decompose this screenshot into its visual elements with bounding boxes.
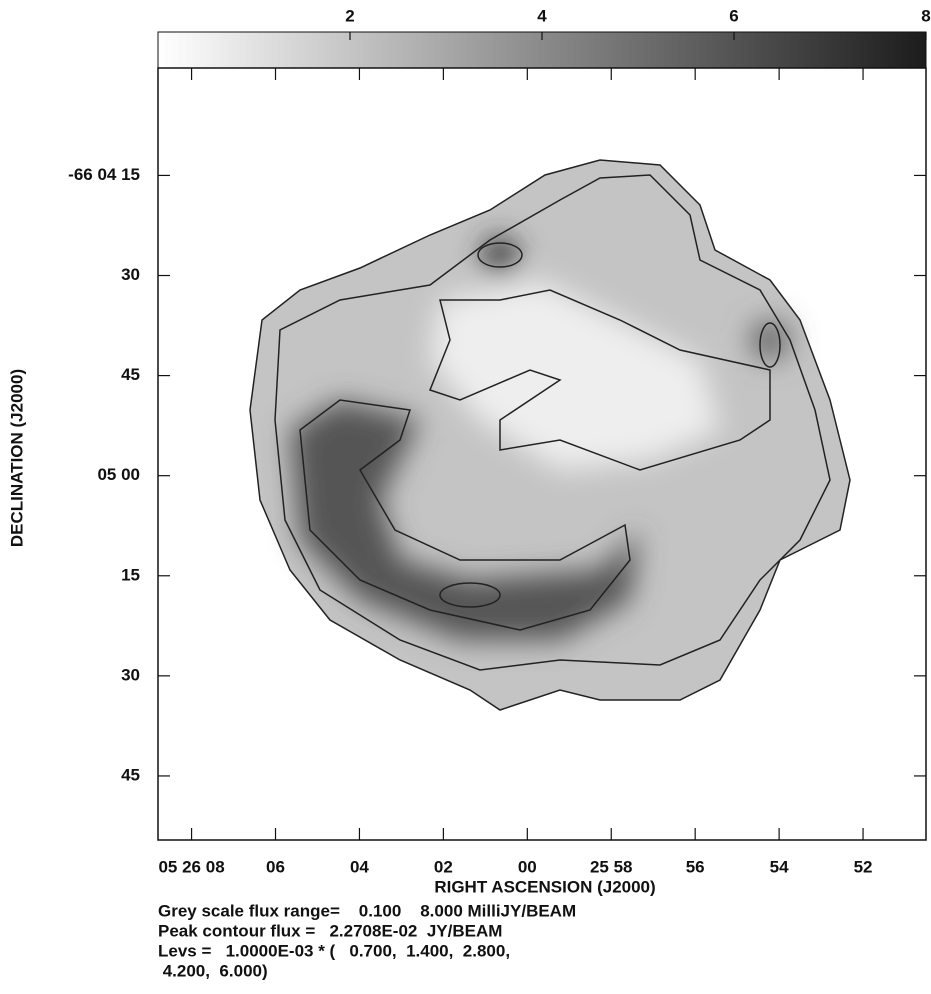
y-tick-label: 45 bbox=[121, 365, 140, 384]
note-line: Grey scale flux range= 0.100 8.000 Milli… bbox=[158, 901, 576, 920]
x-tick-label: 52 bbox=[854, 857, 873, 876]
x-tick-label: 00 bbox=[518, 857, 537, 876]
x-axis-label: RIGHT ASCENSION (J2000) bbox=[434, 877, 655, 896]
x-tick-label: 56 bbox=[686, 857, 705, 876]
colorbar-tick-label: 8 bbox=[921, 6, 930, 25]
note-line: 4.200, 6.000) bbox=[158, 961, 268, 980]
y-tick-label: 05 00 bbox=[97, 465, 140, 484]
x-tick-label: 05 26 08 bbox=[158, 857, 224, 876]
x-tick-label: 06 bbox=[266, 857, 285, 876]
y-tick-label: 15 bbox=[121, 565, 140, 584]
colorbar-tick-label: 6 bbox=[729, 6, 738, 25]
note-line: Levs = 1.0000E-03 * ( 0.700, 1.400, 2.80… bbox=[158, 941, 510, 960]
x-tick-label: 54 bbox=[770, 857, 789, 876]
y-tick-label: 45 bbox=[121, 765, 140, 784]
notes: Grey scale flux range= 0.100 8.000 Milli… bbox=[158, 901, 576, 980]
y-tick-label: 30 bbox=[121, 265, 140, 284]
colorbar-tick-label: 4 bbox=[537, 6, 547, 25]
y-axis-label: DECLINATION (J2000) bbox=[7, 369, 26, 547]
x-tick-label: 25 58 bbox=[590, 857, 633, 876]
y-tick-label: 30 bbox=[121, 665, 140, 684]
x-tick-label: 02 bbox=[434, 857, 453, 876]
y-tick-label: -66 04 15 bbox=[68, 165, 140, 184]
colorbar-tick-label: 2 bbox=[345, 6, 354, 25]
note-line: Peak contour flux = 2.2708E-02 JY/BEAM bbox=[158, 921, 502, 940]
x-tick-label: 04 bbox=[350, 857, 369, 876]
radio-image bbox=[249, 159, 851, 711]
plot-frame bbox=[157, 67, 927, 841]
